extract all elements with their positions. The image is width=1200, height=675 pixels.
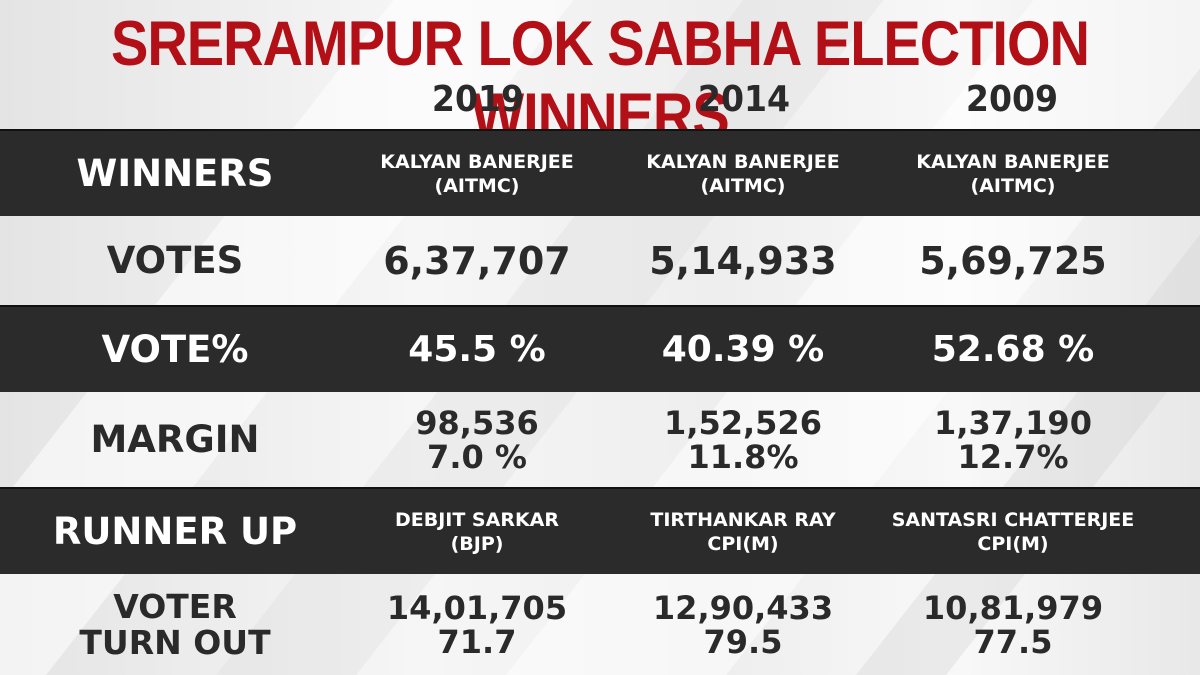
page-title: SRERAMPUR LOK SABHA ELECTION WINNERS <box>111 8 1090 151</box>
table-row-winners: WINNERS KALYAN BANERJEE (AITMC) KALYAN B… <box>0 129 1200 216</box>
turnout-pct: 79.5 <box>703 622 783 661</box>
row-label: VOTER TURN OUT <box>0 586 350 662</box>
year-header-2014: 2014 <box>697 79 791 120</box>
row-label-line2: TURN OUT <box>79 622 271 662</box>
table-row-margin: MARGIN 98,536 7.0 % 1,52,526 11.8% 1,37,… <box>0 392 1200 487</box>
candidate-name: DEBJIT SARKAR <box>394 508 560 531</box>
winner-cell-2014: KALYAN BANERJEE (AITMC) <box>608 150 878 198</box>
runner-up-cell-2014: TIRTHANKAR RAY CPI(M) <box>608 508 878 556</box>
party-name: (BJP) <box>450 532 504 555</box>
winner-cell-2009: KALYAN BANERJEE (AITMC) <box>878 150 1148 198</box>
turnout-cell-2009: 10,81,979 77.5 <box>878 591 1148 659</box>
row-label: RUNNER UP <box>52 509 298 553</box>
vote-pct-cell-2009: 52.68 % <box>931 328 1095 370</box>
table-row-turnout: VOTER TURN OUT 14,01,705 71.7 12,90,433 … <box>0 574 1200 675</box>
table-row-votes: VOTES 6,37,707 5,14,933 5,69,725 <box>0 216 1200 305</box>
vote-pct-cell-2014: 40.39 % <box>661 328 825 370</box>
turnout-pct: 71.7 <box>437 622 517 661</box>
year-header-2009: 2009 <box>965 79 1059 120</box>
runner-up-cell-2019: DEBJIT SARKAR (BJP) <box>342 508 612 556</box>
margin-pct: 7.0 % <box>427 437 527 476</box>
row-label: VOTE% <box>101 327 249 371</box>
total-voters: 10,81,979 <box>922 588 1104 627</box>
party-name: CPI(M) <box>707 532 779 555</box>
candidate-name: KALYAN BANERJEE <box>380 150 574 173</box>
margin-pct: 11.8% <box>687 437 799 476</box>
candidate-name: TIRTHANKAR RAY <box>650 508 836 531</box>
turnout-cell-2014: 12,90,433 79.5 <box>608 591 878 659</box>
row-label: MARGIN <box>90 417 260 461</box>
row-label-line1: VOTER <box>113 586 237 626</box>
votes-cell-2014: 5,14,933 <box>649 238 837 283</box>
candidate-name: SANTASRI CHATTERJEE <box>891 508 1135 531</box>
turnout-cell-2019: 14,01,705 71.7 <box>342 591 612 659</box>
candidate-name: KALYAN BANERJEE <box>916 150 1110 173</box>
table-row-vote-pct: VOTE% 45.5 % 40.39 % 52.68 % <box>0 305 1200 392</box>
table-row-runner-up: RUNNER UP DEBJIT SARKAR (BJP) TIRTHANKAR… <box>0 487 1200 574</box>
margin-cell-2019: 98,536 7.0 % <box>342 406 612 474</box>
winner-cell-2019: KALYAN BANERJEE (AITMC) <box>342 150 612 198</box>
candidate-name: KALYAN BANERJEE <box>646 150 840 173</box>
margin-votes: 1,52,526 <box>664 403 822 442</box>
votes-cell-2009: 5,69,725 <box>919 238 1107 283</box>
turnout-pct: 77.5 <box>973 622 1053 661</box>
total-voters: 12,90,433 <box>652 588 834 627</box>
margin-cell-2014: 1,52,526 11.8% <box>608 406 878 474</box>
vote-pct-cell-2019: 45.5 % <box>408 328 546 370</box>
row-label: WINNERS <box>76 151 274 195</box>
party-name: (AITMC) <box>970 174 1056 197</box>
margin-cell-2009: 1,37,190 12.7% <box>878 406 1148 474</box>
margin-votes: 98,536 <box>415 403 539 442</box>
party-name: (AITMC) <box>700 174 786 197</box>
margin-pct: 12.7% <box>957 437 1069 476</box>
party-name: CPI(M) <box>977 532 1049 555</box>
margin-votes: 1,37,190 <box>934 403 1092 442</box>
row-label: VOTES <box>106 238 244 282</box>
total-voters: 14,01,705 <box>386 588 568 627</box>
year-header-2019: 2019 <box>431 79 525 120</box>
votes-cell-2019: 6,37,707 <box>383 238 571 283</box>
runner-up-cell-2009: SANTASRI CHATTERJEE CPI(M) <box>878 508 1148 556</box>
party-name: (AITMC) <box>434 174 520 197</box>
